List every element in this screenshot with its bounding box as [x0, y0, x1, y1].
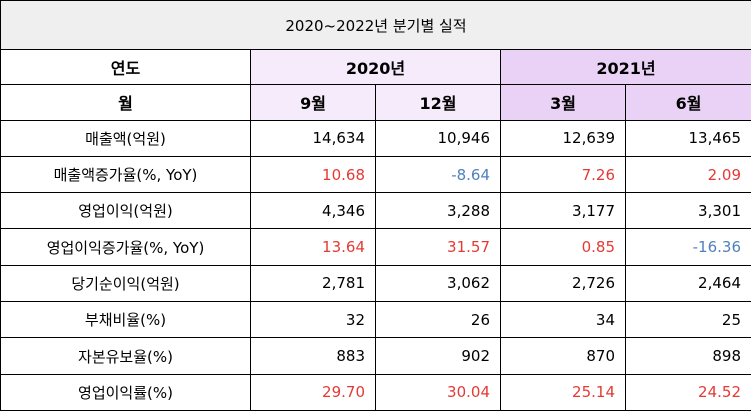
table-cell: 10.68 [250, 155, 376, 194]
table-row: 당기순이익(억원) 2,781 3,062 2,726 2,464 [0, 264, 751, 303]
table-cell: 32 [250, 301, 376, 339]
table-cell: 4,346 [250, 192, 376, 230]
table-cell: 3,177 [500, 192, 626, 230]
table-cell: 3,288 [375, 192, 501, 230]
table-cell: 25.14 [500, 373, 626, 412]
table-cell: 13.64 [250, 228, 376, 266]
table-cell: 2,464 [625, 264, 751, 303]
month-header-sep-2020: 9월 [250, 84, 376, 121]
table-cell: 2,726 [500, 264, 626, 303]
month-header-row: 월 9월 12월 3월 6월 [0, 84, 751, 121]
table-row: 영업이익(억원) 4,346 3,288 3,177 3,301 [0, 192, 751, 230]
table-cell: 3,062 [375, 264, 501, 303]
row-label: 매출액(억원) [0, 119, 251, 157]
table-cell: 13,465 [625, 119, 751, 157]
table-cell: 902 [375, 337, 501, 375]
table-cell: -16.36 [625, 228, 751, 266]
row-label: 당기순이익(억원) [0, 264, 251, 303]
table-row: 매출액증가율(%, YoY) 10.68 -8.64 7.26 2.09 [0, 155, 751, 194]
table-row: 영업이익률(%) 29.70 30.04 25.14 24.52 [0, 373, 751, 412]
table-cell: 34 [500, 301, 626, 339]
month-label: 월 [0, 84, 251, 121]
year-label: 연도 [0, 49, 251, 86]
table-cell: 0.85 [500, 228, 626, 266]
table-cell: 30.04 [375, 373, 501, 412]
table-row: 영업이익증가율(%, YoY) 13.64 31.57 0.85 -16.36 [0, 228, 751, 266]
table-cell: 898 [625, 337, 751, 375]
table-cell: 883 [250, 337, 376, 375]
table-cell: 7.26 [500, 155, 626, 194]
year-header-row: 연도 2020년 2021년 [0, 49, 751, 86]
table-cell: 2.09 [625, 155, 751, 194]
table-row: 자본유보율(%) 883 902 870 898 [0, 337, 751, 375]
table-cell: 25 [625, 301, 751, 339]
table-cell: 24.52 [625, 373, 751, 412]
year-2021-header: 2021년 [500, 49, 751, 86]
table-row: 매출액(억원) 14,634 10,946 12,639 13,465 [0, 119, 751, 157]
table-cell: 2,781 [250, 264, 376, 303]
table-cell: 31.57 [375, 228, 501, 266]
month-header-jun-2021: 6월 [625, 84, 751, 121]
table-row: 부채비율(%) 32 26 34 25 [0, 301, 751, 339]
table-cell: 12,639 [500, 119, 626, 157]
table-cell: -8.64 [375, 155, 501, 194]
row-label: 매출액증가율(%, YoY) [0, 155, 251, 194]
row-label: 영업이익(억원) [0, 192, 251, 230]
table-cell: 10,946 [375, 119, 501, 157]
row-label: 자본유보율(%) [0, 337, 251, 375]
table-cell: 26 [375, 301, 501, 339]
row-label: 영업이익증가율(%, YoY) [0, 228, 251, 266]
table-cell: 29.70 [250, 373, 376, 412]
title-row: 2020~2022년 분기별 실적 [0, 0, 751, 51]
table-title: 2020~2022년 분기별 실적 [0, 0, 751, 51]
row-label: 부채비율(%) [0, 301, 251, 339]
month-header-mar-2021: 3월 [500, 84, 626, 121]
table-cell: 14,634 [250, 119, 376, 157]
row-label: 영업이익률(%) [0, 373, 251, 412]
table-cell: 3,301 [625, 192, 751, 230]
table-cell: 870 [500, 337, 626, 375]
year-2020-header: 2020년 [250, 49, 501, 86]
month-header-dec-2020: 12월 [375, 84, 501, 121]
